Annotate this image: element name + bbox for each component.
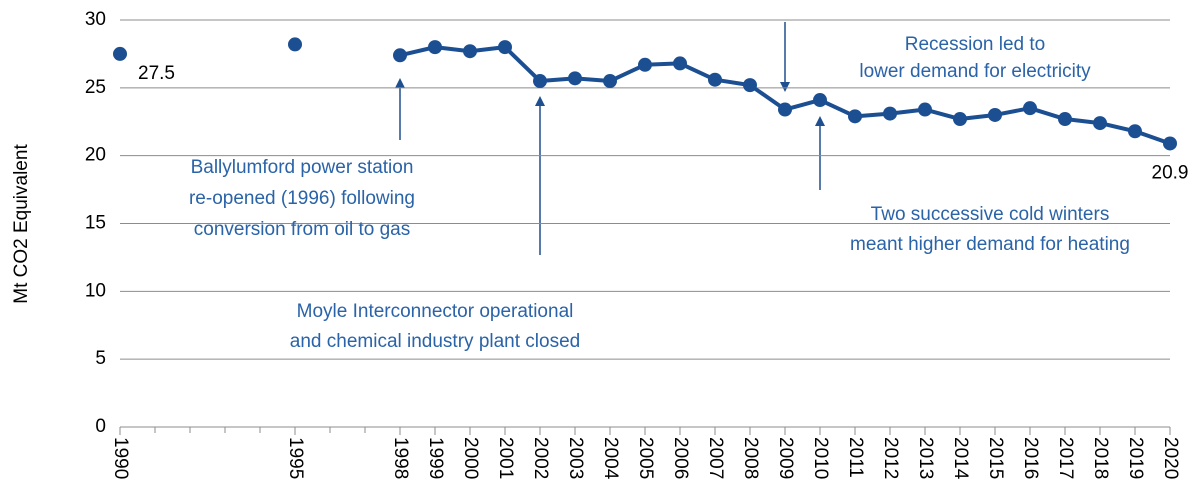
- point: [1093, 116, 1107, 131]
- point: [988, 107, 1002, 122]
- point: [463, 44, 477, 59]
- x-tick-label: 2004: [600, 437, 621, 480]
- y-tick-label: 15: [85, 213, 106, 234]
- annotation: Two successive cold winters: [871, 204, 1110, 225]
- x-tick-label: 2012: [880, 437, 901, 479]
- y-tick-label: 5: [95, 348, 106, 369]
- arrows: [395, 22, 825, 255]
- point: [1058, 112, 1072, 127]
- annotation: and chemical industry plant closed: [290, 331, 580, 352]
- arrow-head: [395, 78, 405, 88]
- x-tick-label: 2018: [1090, 437, 1111, 479]
- point: [918, 102, 932, 117]
- point: [393, 48, 407, 63]
- data-label: 20.9: [1152, 162, 1189, 183]
- point: [708, 72, 722, 87]
- y-tick-label: 20: [85, 145, 106, 166]
- y-tick-label: 10: [85, 280, 106, 301]
- y-tick-label: 25: [85, 77, 106, 98]
- point: [113, 46, 127, 61]
- x-tick-label: 2005: [635, 437, 656, 479]
- y-tick-label: 0: [95, 416, 106, 437]
- point: [603, 74, 617, 89]
- point: [778, 102, 792, 117]
- y-axis-label: Mt CO2 Equivalent: [11, 144, 32, 304]
- y-tick-label: 30: [85, 9, 106, 30]
- annotation: meant higher demand for heating: [850, 234, 1130, 255]
- x-tick-label: 2015: [985, 437, 1006, 479]
- annotation: re-opened (1996) following: [189, 188, 415, 209]
- annotation: Ballylumford power station: [191, 157, 414, 178]
- point: [1128, 124, 1142, 139]
- x-tick-label: 2007: [705, 437, 726, 479]
- point: [743, 78, 757, 93]
- x-tick-label: 2010: [810, 437, 831, 479]
- x-tick-label: 1999: [425, 437, 446, 479]
- point: [288, 37, 302, 52]
- x-tick-label: 2013: [915, 437, 936, 479]
- point: [813, 93, 827, 108]
- point: [498, 40, 512, 55]
- x-tick-label: 2019: [1125, 437, 1146, 479]
- x-tick-label: 2009: [775, 437, 796, 479]
- x-tick-label: 2002: [530, 437, 551, 479]
- data-label: 27.5: [138, 63, 175, 84]
- x-tick-label: 1995: [285, 437, 306, 479]
- x-tick-label: 1990: [110, 437, 131, 479]
- point: [533, 74, 547, 89]
- annotation: Recession led to: [905, 34, 1045, 55]
- annotation: Moyle Interconnector operational: [297, 301, 574, 322]
- annotation: conversion from oil to gas: [194, 219, 411, 240]
- x-tick-label: 2001: [495, 437, 516, 479]
- x-tick-label: 2003: [565, 437, 586, 479]
- point: [1163, 136, 1177, 151]
- x-tick-label: 2017: [1055, 437, 1076, 479]
- point: [1023, 101, 1037, 116]
- x-tick-label: 2000: [460, 437, 481, 479]
- x-tick-label: 2016: [1020, 437, 1041, 479]
- arrow-head: [815, 116, 825, 126]
- arrow-head: [780, 82, 790, 92]
- point: [673, 56, 687, 71]
- point: [848, 109, 862, 124]
- point: [883, 106, 897, 121]
- x-tick-label: 2020: [1160, 437, 1181, 479]
- x-tick-label: 2014: [950, 437, 971, 480]
- point: [568, 71, 582, 86]
- x-tick-label: 2008: [740, 437, 761, 479]
- point: [428, 40, 442, 55]
- arrow-head: [535, 96, 545, 106]
- x-tick-label: 2011: [845, 437, 866, 478]
- point: [638, 57, 652, 72]
- annotation: lower demand for electricity: [859, 61, 1091, 82]
- point: [953, 112, 967, 127]
- x-tick-label: 1998: [390, 437, 411, 479]
- x-tick-label: 2006: [670, 437, 691, 479]
